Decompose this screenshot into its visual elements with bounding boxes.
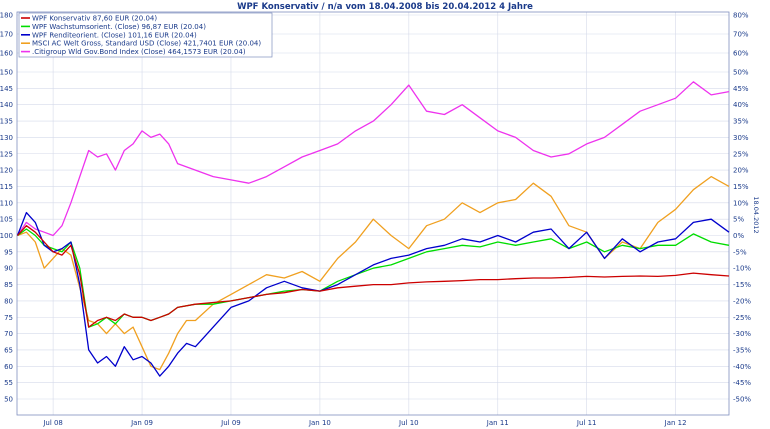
x-tick-label: Jan 12 xyxy=(664,419,687,427)
x-tick-label: Jan 10 xyxy=(308,419,331,427)
y-tick-right: 35% xyxy=(733,118,749,126)
y-tick-left: 90 xyxy=(4,265,13,273)
y-tick-right: 45% xyxy=(733,85,749,93)
y-tick-right: -15% xyxy=(733,281,751,289)
series-line-4 xyxy=(16,81,730,237)
y-tick-left: 115 xyxy=(0,183,13,191)
legend: WPF Konservativ 87,60 EUR (20.04)WPF Wac… xyxy=(18,12,273,58)
y-tick-right: 50% xyxy=(733,69,749,77)
legend-entry: WPF Wachstumsorient. (Close) 96,87 EUR (… xyxy=(32,23,206,31)
x-tick-label: Jul 11 xyxy=(576,419,597,427)
x-axis: Jul 08 Jan 09 Jul 09 Jan 10 Jul 10 Jan 11 Jul … xyxy=(42,419,686,427)
y-tick-left: 110 xyxy=(0,199,13,207)
y-tick-right: -50% xyxy=(733,396,751,404)
legend-box xyxy=(18,12,273,58)
y-tick-right: 40% xyxy=(733,101,749,109)
y-tick-left: 85 xyxy=(4,281,13,289)
y-tick-left: 60 xyxy=(4,363,13,371)
y-tick-left: 135 xyxy=(0,118,13,126)
x-tick-label: Jul 08 xyxy=(42,419,63,427)
y-tick-left: 55 xyxy=(4,379,13,387)
y-tick-right: -20% xyxy=(733,297,751,305)
y-tick-right: -40% xyxy=(733,363,751,371)
x-tick-label: Jul 09 xyxy=(220,419,241,427)
y-tick-right: 5% xyxy=(733,216,744,224)
series-line-3 xyxy=(17,175,730,371)
y-tick-right: 60% xyxy=(733,50,749,58)
y-tick-left: 130 xyxy=(0,134,13,142)
y-tick-right: -5% xyxy=(733,248,747,256)
series-line-0 xyxy=(17,225,730,328)
y-tick-left: 105 xyxy=(0,216,13,224)
y-tick-left: 150 xyxy=(0,69,13,77)
y-tick-right: 10% xyxy=(733,199,749,207)
y-tick-right: -10% xyxy=(733,265,751,273)
x-tick-label: Jan 11 xyxy=(486,419,509,427)
y-tick-right: -25% xyxy=(733,314,751,322)
y-tick-right: 80% xyxy=(733,12,749,20)
y-tick-right: 20% xyxy=(733,167,749,175)
chart-title: WPF Konservativ / n/a vom 18.04.2008 bis… xyxy=(237,2,533,12)
legend-entry: WPF Renditeorient. (Close) 101,16 EUR (2… xyxy=(32,31,197,39)
y-tick-right: 25% xyxy=(733,150,749,158)
side-date-label: 18.04.2012 xyxy=(752,196,760,233)
y-tick-right: 0% xyxy=(733,232,744,240)
y-tick-left: 80 xyxy=(4,297,13,305)
legend-entry: .Citigroup Wld Gov.Bond Index (Close) 46… xyxy=(32,48,246,56)
y-tick-left: 170 xyxy=(0,31,13,39)
y-tick-left: 120 xyxy=(0,167,13,175)
series-line-2 xyxy=(16,211,730,377)
y-axis-right: -50% -45% -40% -35% -30% -25% -20% -15% -10% -5% 0… xyxy=(733,12,751,404)
y-tick-left: 50 xyxy=(4,396,13,404)
y-tick-right: 15% xyxy=(733,183,749,191)
y-axis-left: 50 55 60 65 70 75 80 85 90 95 100 105 110 115 120 125 13… xyxy=(0,12,13,404)
y-tick-left: 145 xyxy=(0,85,13,93)
y-tick-right: -35% xyxy=(733,346,751,354)
y-tick-left: 125 xyxy=(0,150,13,158)
y-tick-left: 100 xyxy=(0,232,13,240)
y-tick-right: -45% xyxy=(733,379,751,387)
y-tick-right: 70% xyxy=(733,31,749,39)
y-tick-left: 95 xyxy=(4,248,13,256)
gridlines xyxy=(17,12,729,415)
legend-entry: MSCI AC Welt Gross, Standard USD (Close)… xyxy=(32,40,261,48)
series-lines xyxy=(16,81,730,377)
x-tick-label: Jul 10 xyxy=(398,419,419,427)
y-tick-left: 180 xyxy=(0,12,13,20)
y-tick-right: -30% xyxy=(733,330,751,338)
plot-frame xyxy=(16,11,730,416)
y-tick-left: 65 xyxy=(4,346,13,354)
x-tick-label: Jan 09 xyxy=(130,419,153,427)
y-tick-left: 160 xyxy=(0,50,13,58)
legend-entry: WPF Konservativ 87,60 EUR (20.04) xyxy=(32,15,157,23)
y-tick-right: 30% xyxy=(733,134,749,142)
y-tick-left: 75 xyxy=(4,314,13,322)
y-tick-left: 70 xyxy=(4,330,13,338)
y-tick-left: 140 xyxy=(0,101,13,109)
